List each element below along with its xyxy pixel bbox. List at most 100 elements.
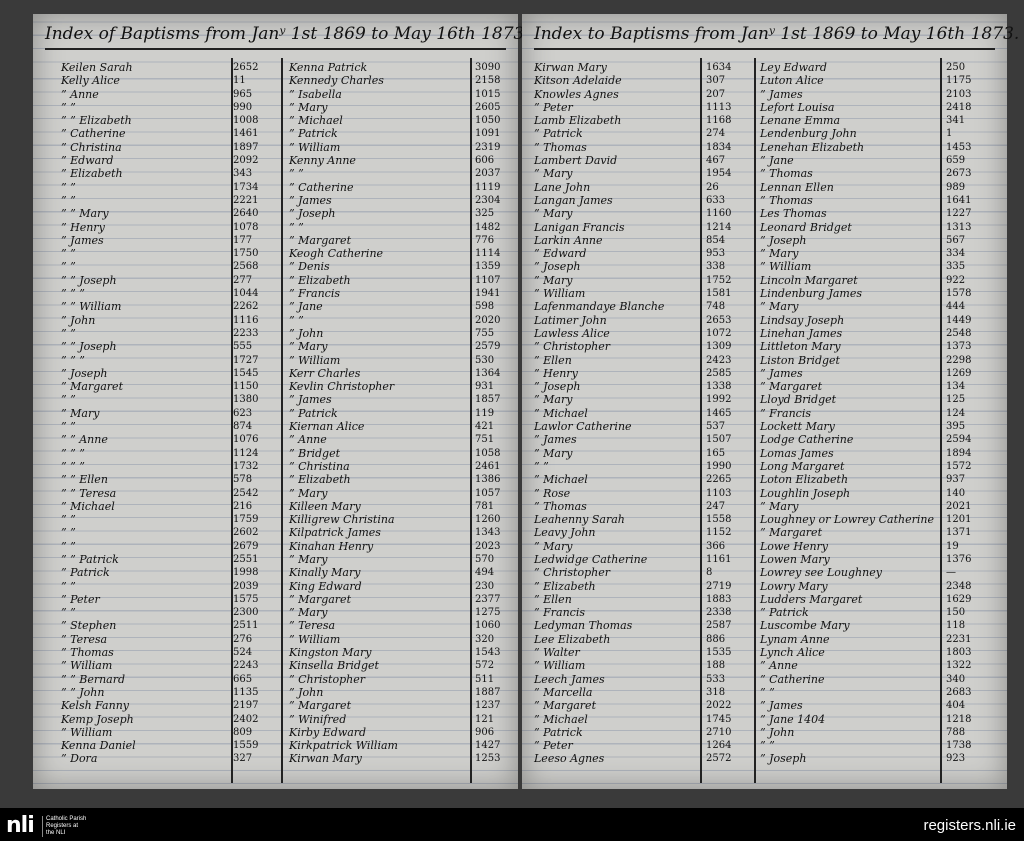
index-entry: ” Rose 1103	[534, 487, 754, 500]
entry-name: ” Edward	[61, 154, 114, 168]
entry-number: 8	[706, 567, 713, 579]
entry-number: 1559	[233, 740, 259, 752]
index-entry: ” ” 1734	[61, 181, 281, 194]
index-entry: Lawlor Catherine 537	[534, 420, 754, 433]
index-entry: ” Margaret 2377	[289, 593, 514, 606]
entry-name: Lafenmandaye Blanche	[534, 300, 665, 314]
entry-number: 124	[946, 407, 966, 419]
index-entry: ” Michael 216	[61, 500, 281, 513]
index-entry: ” William 2243	[61, 659, 281, 672]
entry-name: ” Michael	[534, 712, 588, 726]
entry-number: 570	[475, 553, 495, 565]
entry-number: 121	[475, 713, 495, 725]
index-entry: ” Jane 659	[760, 154, 1000, 167]
entry-number: 2300	[233, 607, 259, 619]
index-entry: ” Margaret 776	[289, 234, 514, 247]
entry-number: 1380	[233, 394, 259, 406]
entry-name: ” Joseph	[534, 260, 581, 274]
entry-name: ” Mary	[534, 273, 573, 287]
entry-name: Lawlor Catherine	[534, 420, 632, 434]
index-entry: ” ” 2602	[61, 526, 281, 539]
index-entry: ” Joseph 325	[289, 207, 514, 220]
index-entry: ” Anne 751	[289, 433, 514, 446]
index-entry: ” Mary 165	[534, 447, 754, 460]
entry-number: 2298	[946, 354, 972, 366]
index-entry: Kinally Mary 494	[289, 566, 514, 579]
index-entry: ” ” Teresa 2542	[61, 487, 281, 500]
index-entry: ” ” Joseph 277	[61, 274, 281, 287]
index-entry: ” ” ” 1124	[61, 447, 281, 460]
entry-number: 2023	[475, 540, 501, 552]
entry-name: ” James	[534, 433, 577, 447]
entry-name: Kirkpatrick William	[289, 739, 398, 753]
index-entry: ” Michael 2265	[534, 473, 754, 486]
entry-number: 2103	[946, 88, 972, 100]
entry-name: Loughlin Joseph	[760, 486, 851, 500]
index-entry: ” Mary 1275	[289, 606, 514, 619]
entry-number: 2683	[946, 686, 972, 698]
index-entry: Keogh Catherine 1114	[289, 247, 514, 260]
site-link[interactable]: registers.nli.ie	[923, 817, 1016, 834]
entry-number: 1050	[475, 115, 501, 127]
entry-name: ” ”	[61, 420, 76, 434]
entry-name: ” Edward	[534, 247, 587, 261]
entry-name: ” Mary	[534, 167, 573, 181]
entry-name: Kenna Patrick	[289, 61, 368, 74]
entry-name: Lindsay Joseph	[760, 313, 845, 327]
index-entry: ” Dora 327	[61, 752, 281, 765]
org-line: Catholic Parish	[46, 816, 87, 822]
index-entry: Lefort Louisa 2418	[760, 101, 1000, 114]
entry-name: ” ”	[760, 685, 775, 699]
entry-number: 1449	[946, 314, 972, 326]
index-entry: Lynch Alice 1803	[760, 646, 1000, 659]
entry-name: ” Joseph	[760, 233, 807, 247]
entry-name: Lee Elizabeth	[534, 632, 611, 646]
index-entry: Keilen Sarah 2652	[61, 61, 281, 74]
entry-number: 2548	[946, 327, 972, 339]
entry-number: 923	[946, 753, 966, 765]
column-divider	[231, 58, 233, 783]
entry-number: 1998	[233, 567, 259, 579]
entry-number: 2197	[233, 700, 259, 712]
entry-number: 1058	[475, 447, 501, 459]
entry-name: ” Patrick	[289, 127, 338, 141]
entry-name: Lynam Anne	[760, 632, 830, 646]
entry-name: ” ”	[61, 247, 76, 261]
entry-number: 1124	[233, 447, 259, 459]
entry-number: 1338	[706, 381, 732, 393]
entry-name: ” Denis	[289, 260, 330, 274]
index-entry: ” Mary 1057	[289, 487, 514, 500]
entry-number: 1107	[475, 274, 501, 286]
entry-number: 2673	[946, 168, 972, 180]
index-entry: ” ” ” 1732	[61, 460, 281, 473]
index-entry: ” Michael 1465	[534, 407, 754, 420]
index-entry: ” Christopher 8	[534, 566, 754, 579]
entry-name: ” ”	[61, 260, 76, 274]
index-entry: Lafenmandaye Blanche 748	[534, 300, 754, 313]
entry-number: 467	[706, 155, 726, 167]
index-entry: ” James 2103	[760, 88, 1000, 101]
entry-name: ” Henry	[61, 220, 105, 234]
index-entry: Luscombe Mary 118	[760, 619, 1000, 632]
index-entry: Lowen Mary 1376	[760, 553, 1000, 566]
index-entry: ” Patrick 2710	[534, 726, 754, 739]
entry-name: ” Bridget	[289, 446, 340, 460]
entry-name: ” Elizabeth	[289, 473, 351, 487]
entry-name: ” ”	[61, 326, 76, 340]
index-entry: ” James 404	[760, 699, 1000, 712]
entry-number: 989	[946, 181, 966, 193]
entry-number: 1427	[475, 740, 501, 752]
index-entry: Lambert David 467	[534, 154, 754, 167]
index-entry: Lawless Alice 1072	[534, 327, 754, 340]
entry-number: 1629	[946, 593, 972, 605]
entry-name: ” Peter	[534, 739, 573, 753]
entry-name: ” Ellen	[534, 353, 572, 367]
entry-name: ” Anne	[760, 659, 798, 673]
index-entry: ” Mary 2021	[760, 500, 1000, 513]
entry-number: 26	[706, 181, 719, 193]
entry-name: Lowe Henry	[760, 539, 829, 553]
entry-name: ” ” ”	[61, 287, 85, 301]
index-entry: ” James 177	[61, 234, 281, 247]
entry-name: ” Mary	[289, 486, 328, 500]
entry-name: ” ”	[61, 180, 76, 194]
